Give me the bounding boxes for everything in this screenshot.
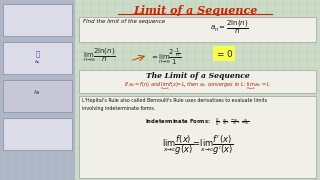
Text: $\lim_{x\to c}\dfrac{f(x)}{g(x)} = \lim_{x\to c}\dfrac{f'(x)}{g'(x)}$: $\lim_{x\to c}\dfrac{f(x)}{g(x)} = \lim_… <box>162 133 233 157</box>
Bar <box>3 4 72 36</box>
Text: Aa: Aa <box>35 60 40 64</box>
Text: $\lim_{n\to\infty}\!\dfrac{2\ln(n)}{n}$: $\lim_{n\to\infty}\!\dfrac{2\ln(n)}{n}$ <box>83 46 116 64</box>
Bar <box>3 118 72 150</box>
Text: L'Hopital's Rule also called Bernoulli's Rule uses derivatives to evaluate limit: L'Hopital's Rule also called Bernoulli's… <box>82 98 267 103</box>
Text: Find the limit of the sequence: Find the limit of the sequence <box>83 19 165 24</box>
Text: Limit of a Sequence: Limit of a Sequence <box>133 5 257 16</box>
Text: $= 0$: $= 0$ <box>215 48 233 59</box>
Bar <box>79 17 316 42</box>
Text: Aa: Aa <box>35 91 41 96</box>
Bar <box>3 80 72 112</box>
Bar <box>3 42 72 74</box>
Bar <box>0 0 75 180</box>
Text: $= \lim_{n\to\infty}\!\dfrac{2\cdot\frac{1}{n}}{1}$: $= \lim_{n\to\infty}\!\dfrac{2\cdot\frac… <box>150 46 181 67</box>
Text: If $a_n = f(n)$ and $\lim_{x\to\infty} f(x)=L$, then $a_n$ converges to $L$: $\l: If $a_n = f(n)$ and $\lim_{x\to\infty} f… <box>124 81 271 92</box>
Text: 🖼: 🖼 <box>36 51 40 57</box>
Text: $a_n = \dfrac{2\ln(n)}{n}$: $a_n = \dfrac{2\ln(n)}{n}$ <box>210 19 249 36</box>
Bar <box>79 70 316 93</box>
Text: The Limit of a Sequence: The Limit of a Sequence <box>146 72 250 80</box>
Text: Indeterminate Forms:   $\frac{0}{0},\ \frac{\infty}{\infty},\ \frac{-\infty}{\in: Indeterminate Forms: $\frac{0}{0},\ \fra… <box>145 116 250 128</box>
Text: involving indeterminate forms.: involving indeterminate forms. <box>82 106 156 111</box>
Bar <box>79 96 316 178</box>
